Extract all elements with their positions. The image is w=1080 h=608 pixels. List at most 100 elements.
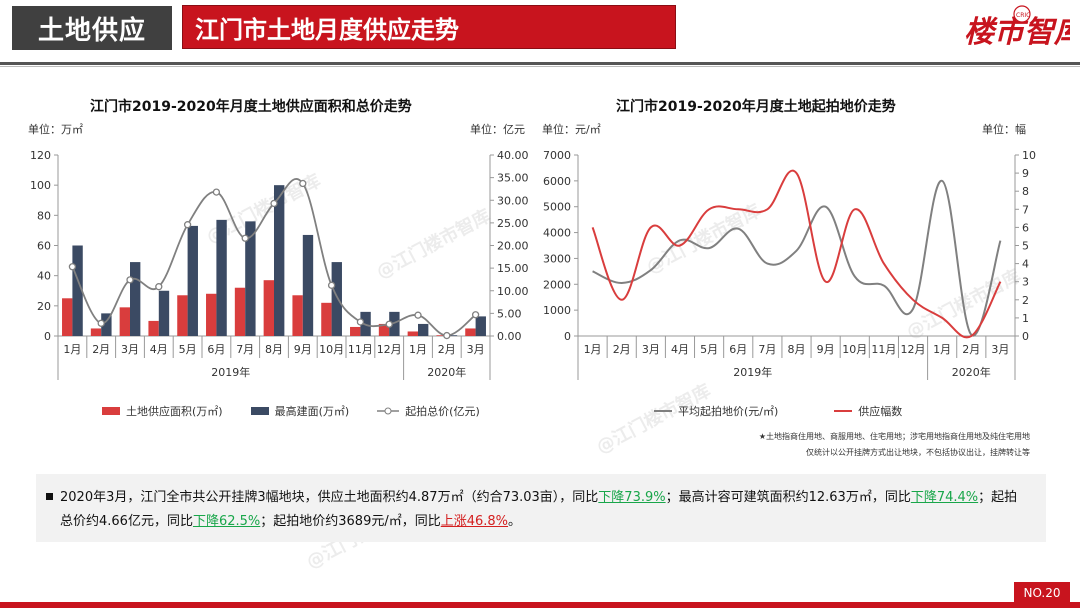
chart2-note-1: ★土地指商住用地、商服用地、住宅用地；涉宅用地指商住用地及纯住宅用地 xyxy=(758,432,1030,441)
x-tick-label: 2月 xyxy=(92,343,110,356)
y-left-tick-label: 3000 xyxy=(543,252,571,265)
bar-land-area xyxy=(90,328,102,336)
bar-land-area xyxy=(206,293,217,336)
x-tick-label: 1月 xyxy=(409,343,427,356)
chart2-legend: 平均起拍地价(元/㎡) 供应幅数 xyxy=(654,403,902,419)
bar-land-area xyxy=(378,323,390,336)
x-tick-label: 7月 xyxy=(236,343,254,356)
legend-swatch-totalprice xyxy=(377,407,400,415)
y-left-tick-label: 80 xyxy=(37,209,51,222)
summary-change-landprice: 上涨46.8% xyxy=(440,514,509,529)
y-left-tick-label: 100 xyxy=(30,179,51,192)
x-tick-label: 2月 xyxy=(438,343,456,356)
bar-land-area xyxy=(234,287,246,336)
chart1-svg: 0 20 40 60 80 100 120 0.00 5.00 10.00 15.00 20.00 25… xyxy=(30,149,529,380)
point-total-price xyxy=(327,281,336,289)
point-total-price xyxy=(299,179,307,188)
y-right-tick-label: 9 xyxy=(1022,167,1029,180)
bar-build-area xyxy=(187,225,198,336)
x-tick-label: 4月 xyxy=(671,343,689,356)
bar-build-area xyxy=(475,316,486,336)
chart1-title: 江门市2019-2020年月度土地供应面积和总价走势 xyxy=(90,99,412,115)
chart1-right-unit: 单位：亿元 xyxy=(470,123,525,136)
y-left-tick-label: 5000 xyxy=(543,201,571,214)
y-left-tick-label: 1000 xyxy=(543,304,571,317)
summary-change-buildarea: 下降74.4% xyxy=(910,490,979,505)
y-left-tick-label: 0 xyxy=(44,330,51,343)
bar-build-area xyxy=(158,290,170,336)
footer-bar xyxy=(0,602,1080,608)
legend-label-area: 土地供应面积(万㎡) xyxy=(126,405,223,418)
bar-build-area xyxy=(72,245,83,336)
x-tick-label: 1月 xyxy=(584,343,602,356)
x-tick-label: 3月 xyxy=(991,343,1009,356)
x-tick-label: 3月 xyxy=(642,343,660,356)
point-total-price xyxy=(183,221,192,229)
point-total-price xyxy=(126,276,134,284)
y-left-tick-label: 7000 xyxy=(543,149,571,162)
summary-change-totalprice: 下降62.5% xyxy=(192,514,261,529)
x-tick-label: 9月 xyxy=(294,343,312,356)
y-left-tick-label: 20 xyxy=(37,300,51,313)
section-tag: 土地供应 xyxy=(12,6,172,50)
legend-label-totalprice: 起拍总价(亿元) xyxy=(405,405,480,418)
x-tick-label: 6月 xyxy=(729,343,747,356)
bar-build-area xyxy=(216,219,227,336)
point-total-price xyxy=(471,311,480,319)
x-tick-label: 6月 xyxy=(207,343,225,356)
bar-land-area xyxy=(148,320,159,336)
line-avg-land-price xyxy=(592,179,1002,337)
x-tick-label: 12月 xyxy=(377,343,402,356)
header-rule-thin xyxy=(0,66,1080,67)
x-tick-label: 3月 xyxy=(121,343,139,356)
y-right-tick-label: 3 xyxy=(1022,276,1029,289)
y-right-tick-label: 15.00 xyxy=(497,262,529,275)
point-total-price xyxy=(97,319,105,327)
x-tick-label: 12月 xyxy=(901,343,926,356)
y-right-tick-label: 7 xyxy=(1022,203,1029,216)
point-total-price xyxy=(155,283,163,291)
bar-land-area xyxy=(177,295,188,336)
bar-land-area xyxy=(350,326,361,336)
x-tick-label: 11月 xyxy=(871,343,896,356)
svg-text:CRIC: CRIC xyxy=(1016,12,1030,19)
chart2-left-unit: 单位：元/㎡ xyxy=(542,123,601,136)
bar-build-area xyxy=(389,311,400,336)
x-tick-label: 11月 xyxy=(348,343,373,356)
x-year-label: 2020年 xyxy=(427,365,466,379)
x-tick-label: 10月 xyxy=(842,343,867,356)
y-right-tick-label: 6 xyxy=(1022,221,1029,234)
summary-change-area: 下降73.9% xyxy=(598,490,666,505)
y-right-tick-label: 10.00 xyxy=(497,285,529,298)
chart2-svg: 0 1000 2000 3000 4000 5000 6000 7000 0 1 2 3 4 5 6 7 8 9 1… xyxy=(543,149,1036,380)
y-right-tick-label: 20.00 xyxy=(497,240,529,253)
x-tick-label: 8月 xyxy=(265,343,283,356)
y-right-tick-label: 2 xyxy=(1022,294,1029,307)
point-total-price xyxy=(385,320,393,328)
legend-swatch-buildarea xyxy=(250,407,269,415)
x-tick-label: 5月 xyxy=(179,343,197,356)
y-left-tick-label: 6000 xyxy=(543,175,571,188)
summary-text: 2020年3月，江门全市共公开挂牌3幅地块，供应土地面积约4.87万㎡（约合73… xyxy=(60,490,599,505)
page-title: 江门市土地月度供应走势 xyxy=(182,5,676,49)
bar-land-area xyxy=(62,298,73,336)
x-tick-label: 4月 xyxy=(150,343,168,356)
x-tick-label: 1月 xyxy=(63,343,81,356)
summary-text: ；起拍地价约3689元/㎡，同比 xyxy=(260,514,441,529)
y-right-tick-label: 1 xyxy=(1022,312,1029,325)
y-left-tick-label: 40 xyxy=(37,270,51,283)
summary-bullet xyxy=(46,493,53,500)
point-total-price xyxy=(414,311,422,319)
x-year-label: 2019年 xyxy=(211,365,250,379)
y-right-tick-label: 5 xyxy=(1022,240,1029,253)
y-right-tick-label: 35.00 xyxy=(497,172,529,185)
chart1-legend: 土地供应面积(万㎡) 最高建面(万㎡) 起拍总价(亿元) xyxy=(102,403,480,419)
y-left-tick-label: 4000 xyxy=(543,227,571,240)
point-total-price xyxy=(241,234,249,242)
bar-land-area xyxy=(119,307,130,336)
header-rule xyxy=(0,62,1080,65)
point-total-price xyxy=(443,331,451,340)
bar-build-area xyxy=(331,262,342,336)
chart2-note-2: 仅统计以公开挂牌方式出让地块，不包括协议出让，挂牌转让等 xyxy=(806,448,1030,457)
legend-swatch-avgprice xyxy=(654,410,672,412)
